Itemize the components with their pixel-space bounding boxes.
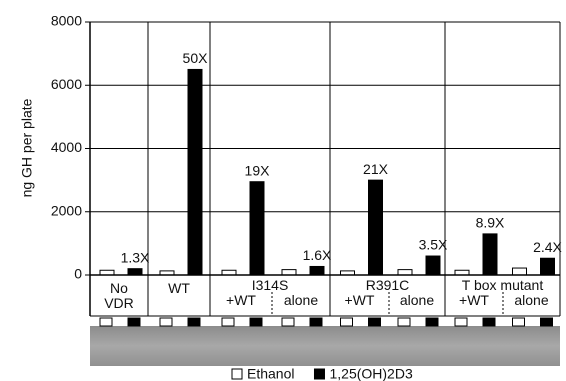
lane-marker xyxy=(310,318,322,326)
subcategory-label: alone xyxy=(514,293,548,308)
subcategory-label: +WT xyxy=(226,293,256,308)
y-axis-title: ng GH per plate xyxy=(19,98,35,197)
figure: ng GH per plate 0 2000 4000 6000 8000 1.3X 50X… xyxy=(0,0,566,381)
lane-marker xyxy=(188,318,200,326)
lane-marker xyxy=(282,318,294,326)
bar xyxy=(513,268,527,275)
subcategory-label: +WT xyxy=(459,293,489,308)
fold-change-label: 19X xyxy=(245,162,271,178)
legend-label: 1,25(OH)2D3 xyxy=(329,366,412,381)
category-label: WT xyxy=(168,281,190,296)
lane-marker xyxy=(341,318,353,326)
lane-marker xyxy=(160,318,172,326)
gel-image xyxy=(90,326,560,366)
legend-label: Ethanol xyxy=(247,366,294,381)
bar xyxy=(369,180,383,275)
chart: ng GH per plate 0 2000 4000 6000 8000 1.3X 50X… xyxy=(0,0,566,381)
fold-change-label: 1.3X xyxy=(121,249,150,265)
fold-change-label: 50X xyxy=(183,50,209,66)
bar xyxy=(426,256,440,275)
y-tick-label: 4000 xyxy=(51,139,82,155)
lane-marker xyxy=(513,318,525,326)
subcategory-label: +WT xyxy=(345,293,375,308)
lane-marker xyxy=(222,318,234,326)
lane-marker xyxy=(250,318,262,326)
fold-change-label: 1.6X xyxy=(303,247,332,263)
legend-swatch xyxy=(232,369,242,379)
bar xyxy=(188,69,202,275)
lane-marker xyxy=(369,318,381,326)
lane-marker xyxy=(541,318,553,326)
bar xyxy=(250,182,264,275)
fold-change-label: 2.4X xyxy=(533,239,562,255)
y-tick-label: 0 xyxy=(74,266,82,282)
bar xyxy=(483,234,497,275)
lane-marker xyxy=(483,318,495,326)
bar xyxy=(541,258,555,275)
group-label: R391C xyxy=(366,278,410,293)
y-tick-label: 6000 xyxy=(51,76,82,92)
lane-marker xyxy=(455,318,467,326)
fold-change-label: 21X xyxy=(363,161,389,177)
category-label: No VDR xyxy=(104,281,134,311)
bar xyxy=(128,269,142,275)
subcategory-label: alone xyxy=(400,293,434,308)
y-tick-label: 2000 xyxy=(51,202,82,218)
lane-marker xyxy=(398,318,410,326)
bar xyxy=(310,266,324,275)
bar xyxy=(282,270,296,275)
subcategory-label: alone xyxy=(284,293,318,308)
y-tick-label: 8000 xyxy=(51,13,82,29)
fold-change-label: 8.9X xyxy=(476,215,505,231)
fold-change-label: 3.5X xyxy=(419,237,448,253)
bar xyxy=(398,270,412,275)
lane-marker xyxy=(100,318,112,326)
group-label: I314S xyxy=(252,278,289,293)
group-label: T box mutant xyxy=(462,278,543,293)
legend-swatch xyxy=(314,369,324,379)
lane-marker xyxy=(426,318,438,326)
lane-marker xyxy=(128,318,140,326)
